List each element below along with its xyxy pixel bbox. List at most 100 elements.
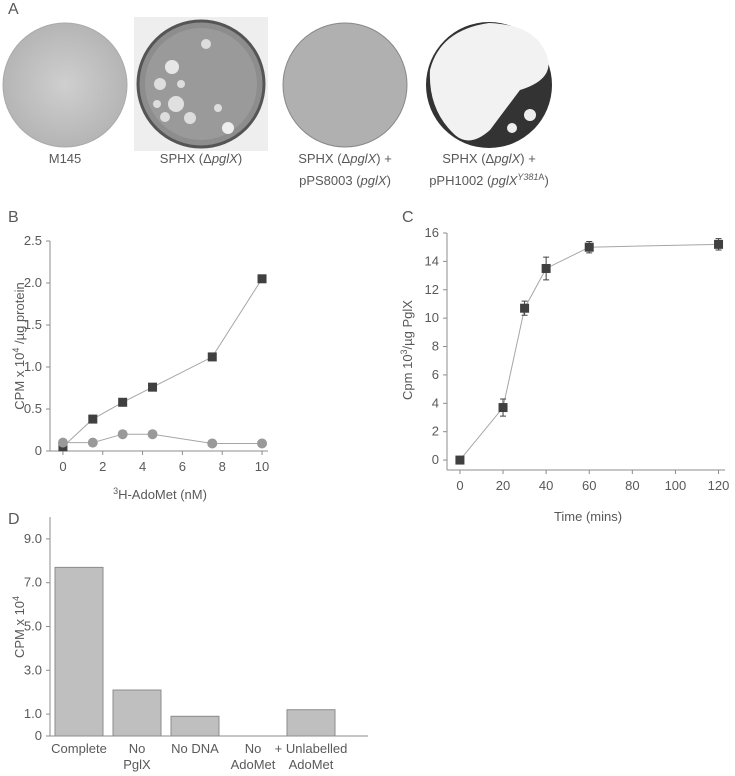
- series-line: [459, 243, 719, 461]
- plate: [426, 22, 552, 148]
- y-tick-label: 0: [35, 728, 42, 743]
- point: [87, 437, 98, 448]
- label: CPM x 104: [11, 596, 27, 658]
- y-tick-label: 14: [425, 253, 439, 268]
- label-part: M145: [49, 151, 82, 166]
- y-tick-label: 1.0: [24, 706, 42, 721]
- label-part: pglX: [349, 151, 377, 166]
- plate: [282, 22, 408, 148]
- point: [257, 274, 267, 284]
- y-tick-label: 0: [432, 452, 439, 467]
- label: Time (mins): [554, 509, 622, 524]
- y-tick-label: 8: [432, 339, 439, 354]
- x-tick-label: 60: [582, 478, 596, 493]
- label-part: pPS8003 (: [299, 173, 361, 188]
- x-tick-label: No: [245, 741, 262, 756]
- label-part: 4: [11, 596, 21, 601]
- label: CPM x 104 /µg protein: [11, 282, 27, 409]
- label-part: ): [387, 173, 391, 188]
- point: [498, 403, 508, 413]
- y-tick-label: 2: [432, 424, 439, 439]
- y-tick-label: 1.5: [24, 317, 42, 332]
- x-tick-label: AdoMet: [289, 757, 334, 772]
- point: [117, 429, 128, 440]
- x-tick-label: 10: [255, 459, 269, 474]
- y-tick-label: 2.5: [24, 233, 42, 248]
- label-part: 3: [399, 349, 409, 354]
- y-tick-label: 3.0: [24, 662, 42, 677]
- x-tick-label: 100: [665, 478, 687, 493]
- label: M145: [49, 151, 82, 166]
- label: pPH1002 (pglXY381A): [429, 172, 549, 188]
- x-tick-label: AdoMet: [231, 757, 276, 772]
- label-part: SPHX (Δ: [160, 151, 212, 166]
- x-tick-label: No: [129, 741, 146, 756]
- label-part: SPHX (Δ: [298, 151, 350, 166]
- label: SPHX (ΔpglX) +: [442, 151, 536, 166]
- x-tick-label: 120: [708, 478, 730, 493]
- x-tick-label: No DNA: [171, 741, 219, 756]
- label-part: CPM x 10: [12, 353, 27, 410]
- panel-label: A: [8, 1, 19, 18]
- point: [207, 438, 218, 449]
- label-part: pglX: [490, 173, 518, 188]
- x-tick-label: 0: [456, 478, 463, 493]
- label-part: 4: [11, 348, 21, 353]
- bar: [286, 709, 336, 737]
- bar: [170, 715, 220, 737]
- label-part: 3: [113, 486, 118, 496]
- y-tick-label: 5.0: [24, 619, 42, 634]
- y-tick-label: 16: [425, 225, 439, 240]
- point: [148, 382, 158, 392]
- y-tick-label: 4: [432, 395, 439, 410]
- y-tick-label: 2.0: [24, 275, 42, 290]
- y-tick-label: 10: [425, 310, 439, 325]
- y-tick-label: 6: [432, 367, 439, 382]
- point: [88, 414, 98, 424]
- x-tick-label: 40: [539, 478, 553, 493]
- label-part: pglX: [360, 173, 388, 188]
- y-tick-label: 7.0: [24, 575, 42, 590]
- point: [147, 429, 158, 440]
- y-tick-label: 1.0: [24, 359, 42, 374]
- x-tick-label: 8: [219, 459, 226, 474]
- panel-label: C: [402, 209, 414, 226]
- label: 3H-AdoMet (nM): [113, 486, 207, 502]
- label-part: Y381: [517, 172, 538, 182]
- point: [541, 263, 551, 273]
- label-part: ) +: [376, 151, 392, 166]
- label-part: pglX: [493, 151, 521, 166]
- panel-label: D: [8, 511, 20, 528]
- point: [714, 239, 724, 249]
- label: Cpm 103/µg PglX: [399, 300, 415, 400]
- plate: [2, 22, 128, 148]
- point: [520, 303, 530, 313]
- series-line: [62, 278, 263, 448]
- point: [257, 438, 268, 449]
- label-part: /µg protein: [12, 282, 27, 347]
- point: [584, 242, 594, 252]
- x-tick-label: Complete: [51, 741, 107, 756]
- label-part: H-AdoMet (nM): [118, 487, 207, 502]
- bar: [112, 689, 162, 737]
- x-tick-label: 2: [99, 459, 106, 474]
- x-tick-label: 4: [139, 459, 146, 474]
- y-tick-label: 0.5: [24, 401, 42, 416]
- plate: [134, 17, 268, 151]
- panel-label: B: [8, 209, 19, 226]
- label-part: /µg PglX: [400, 300, 415, 350]
- y-tick-label: 0: [35, 443, 42, 458]
- x-tick-label: 80: [625, 478, 639, 493]
- label-part: A: [538, 172, 544, 182]
- point: [455, 455, 465, 465]
- label-part: pglX: [211, 151, 239, 166]
- label-part: ): [544, 173, 548, 188]
- label-part: ) +: [520, 151, 536, 166]
- x-tick-label: + Unlabelled: [275, 741, 348, 756]
- bar: [54, 566, 104, 737]
- x-tick-label: 20: [496, 478, 510, 493]
- point: [57, 437, 68, 448]
- x-tick-label: PglX: [123, 757, 151, 772]
- y-tick-label: 9.0: [24, 531, 42, 546]
